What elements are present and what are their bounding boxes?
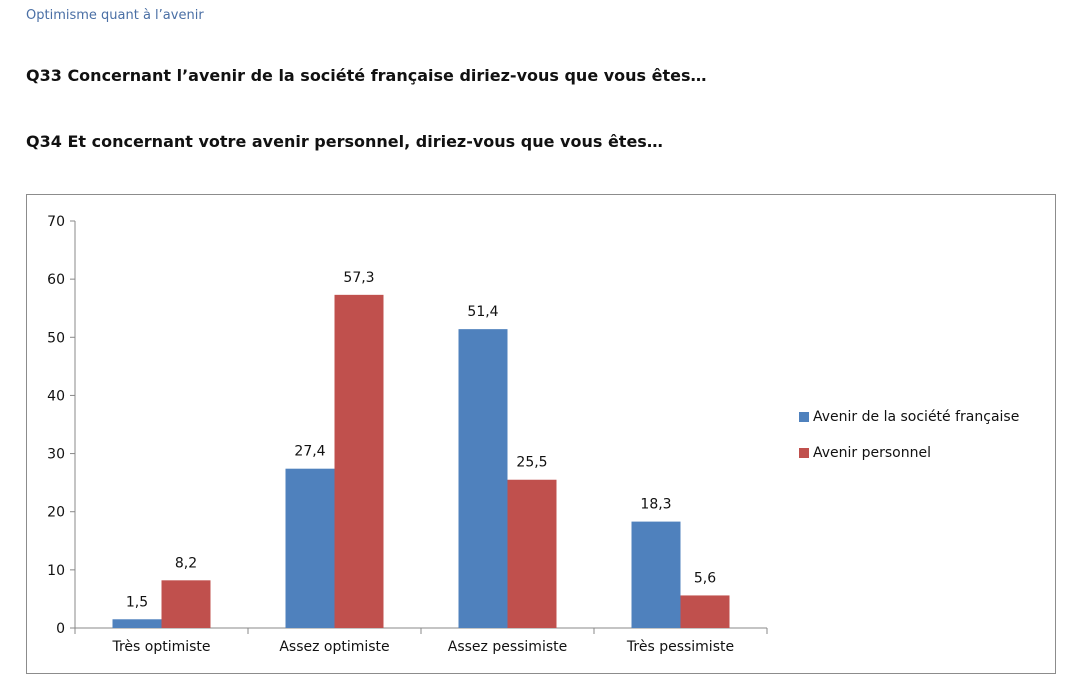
y-tick-label: 50 [47, 330, 65, 346]
bar-personnel [161, 580, 211, 628]
question-q33: Q33 Concernant l’avenir de la société fr… [26, 66, 707, 85]
chart-legend: Avenir de la société française Avenir pe… [799, 407, 1019, 479]
data-label: 51,4 [467, 304, 498, 320]
y-tick-label: 70 [47, 214, 65, 230]
bar-societe [285, 468, 335, 628]
bar-chart: 0 10 20 30 40 50 60 70 Très optimiste 1,5 8,2 Assez… [47, 214, 768, 655]
question-q34: Q34 Et concernant votre avenir personnel… [26, 132, 663, 151]
y-tick-label: 30 [47, 447, 65, 463]
bar-personnel [334, 294, 384, 628]
y-tick-label: 20 [47, 505, 65, 521]
data-label: 57,3 [343, 270, 374, 286]
legend-swatch-personnel [799, 448, 809, 458]
x-category-label: Très optimiste [111, 639, 210, 655]
chart-container: 0 10 20 30 40 50 60 70 Très optimiste 1,5 8,2 Assez… [26, 194, 1056, 674]
data-label: 25,5 [516, 455, 547, 471]
legend-label-societe: Avenir de la société française [813, 409, 1020, 425]
data-label: 1,5 [126, 594, 148, 610]
y-tick-label: 60 [47, 272, 65, 288]
section-title: Optimisme quant à l’avenir [26, 8, 204, 23]
x-category-label: Assez pessimiste [448, 639, 567, 655]
y-tick-label: 40 [47, 388, 65, 404]
data-label: 27,4 [294, 444, 325, 460]
bar-personnel [507, 479, 557, 628]
legend-swatch-societe [799, 412, 809, 422]
data-label: 8,2 [175, 555, 197, 571]
y-tick-label: 10 [47, 563, 65, 579]
y-tick-label: 0 [56, 621, 65, 637]
x-category-label: Assez optimiste [279, 639, 389, 655]
legend-item-societe: Avenir de la société française [799, 407, 1019, 427]
x-category-label: Très pessimiste [626, 639, 734, 655]
bar-societe [631, 521, 681, 628]
legend-label-personnel: Avenir personnel [813, 445, 931, 461]
data-label: 5,6 [694, 570, 716, 586]
data-label: 18,3 [640, 497, 671, 513]
bar-personnel [680, 595, 730, 628]
bar-societe [458, 329, 508, 628]
legend-item-personnel: Avenir personnel [799, 443, 1019, 463]
bar-societe [112, 619, 162, 628]
